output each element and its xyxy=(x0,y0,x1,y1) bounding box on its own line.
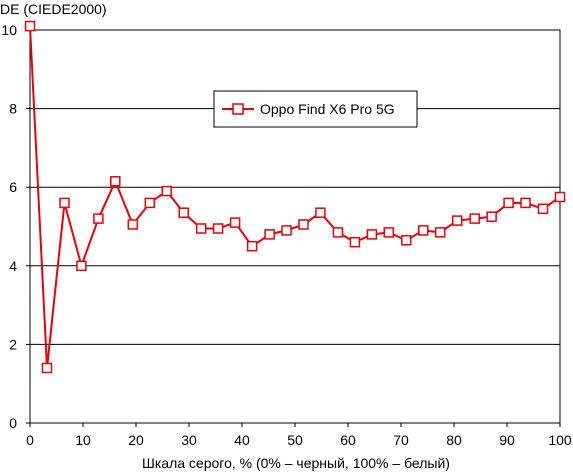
x-tick-label: 30 xyxy=(181,432,197,448)
data-point xyxy=(554,191,566,203)
data-point xyxy=(383,227,395,238)
data-point xyxy=(366,229,378,240)
data-point xyxy=(59,197,70,209)
data-point xyxy=(195,223,207,234)
series-group xyxy=(24,20,566,374)
legend-marker xyxy=(232,103,244,115)
data-point xyxy=(229,217,241,228)
data-point xyxy=(537,203,549,215)
y-tick-label: 0 xyxy=(9,415,17,431)
data-point xyxy=(161,185,172,197)
data-point xyxy=(144,197,156,209)
x-tick-label: 10 xyxy=(75,432,91,448)
x-tick-label: 60 xyxy=(340,432,356,448)
data-point xyxy=(434,227,446,238)
data-point xyxy=(212,223,224,234)
data-point xyxy=(298,219,309,230)
data-point xyxy=(451,215,463,226)
x-tick-label: 0 xyxy=(26,432,34,448)
data-point xyxy=(281,225,292,236)
x-tick-label: 40 xyxy=(234,432,250,448)
data-point xyxy=(24,20,36,32)
y-tick-label: 4 xyxy=(9,258,17,274)
data-point xyxy=(76,260,87,272)
y-axis-title: DE (CIEDE2000) xyxy=(0,1,107,17)
data-point xyxy=(110,176,121,187)
y-axis-ticks: 0 2 4 6 8 10 xyxy=(1,22,30,431)
data-point xyxy=(127,219,139,230)
data-point xyxy=(418,225,429,236)
data-point xyxy=(41,362,53,374)
data-point xyxy=(315,207,326,218)
legend-label: Oppo Find X6 Pro 5G xyxy=(260,101,395,117)
data-point xyxy=(93,213,104,224)
data-point xyxy=(486,211,497,222)
x-tick-label: 50 xyxy=(287,432,303,448)
x-tick-label: 100 xyxy=(548,432,572,448)
series-line xyxy=(29,26,561,369)
x-tick-label: 80 xyxy=(446,432,462,448)
data-point xyxy=(520,197,531,209)
data-point xyxy=(469,213,480,224)
data-point xyxy=(264,229,275,240)
y-tick-label: 2 xyxy=(9,336,17,352)
y-tick-label: 6 xyxy=(9,179,17,195)
data-point xyxy=(503,197,514,209)
y-tick-label: 8 xyxy=(9,101,17,117)
data-point xyxy=(349,236,361,248)
data-point xyxy=(332,227,344,238)
x-axis-ticks: 0 10 20 30 40 50 60 70 80 90 100 xyxy=(26,423,572,448)
x-axis-title: Шкала серого, % (0% – черный, 100% – бел… xyxy=(142,455,450,471)
data-point xyxy=(178,207,189,218)
y-tick-label: 10 xyxy=(1,22,17,38)
x-tick-label: 90 xyxy=(499,432,515,448)
x-tick-label: 20 xyxy=(128,432,144,448)
data-point xyxy=(246,240,258,252)
x-tick-label: 70 xyxy=(393,432,409,448)
legend: Oppo Find X6 Pro 5G xyxy=(213,90,418,128)
data-point xyxy=(401,235,412,246)
